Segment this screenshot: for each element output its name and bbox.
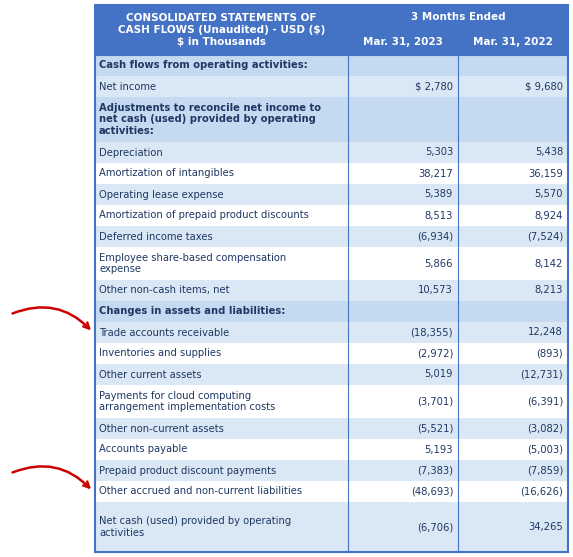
Text: (7,383): (7,383) xyxy=(417,466,453,476)
Text: (12,731): (12,731) xyxy=(520,369,563,379)
Text: 5,193: 5,193 xyxy=(425,444,453,455)
Bar xyxy=(95,385,568,418)
Text: (893): (893) xyxy=(536,349,563,359)
Text: (16,626): (16,626) xyxy=(520,486,563,496)
Text: Prepaid product discount payments: Prepaid product discount payments xyxy=(99,466,276,476)
Bar xyxy=(95,343,568,364)
Text: 3 Months Ended: 3 Months Ended xyxy=(411,12,505,22)
Text: (3,701): (3,701) xyxy=(417,397,453,407)
Text: Changes in assets and liabilities:: Changes in assets and liabilities: xyxy=(99,306,285,316)
Bar xyxy=(95,502,568,552)
Text: Amortization of prepaid product discounts: Amortization of prepaid product discount… xyxy=(99,211,309,221)
Bar xyxy=(95,205,568,226)
Text: 12,248: 12,248 xyxy=(528,328,563,338)
Text: Other non-cash items, net: Other non-cash items, net xyxy=(99,286,230,296)
Text: Cash flows from operating activities:: Cash flows from operating activities: xyxy=(99,61,308,71)
Text: Other non-current assets: Other non-current assets xyxy=(99,423,224,433)
Text: $ 9,680: $ 9,680 xyxy=(525,81,563,91)
Text: Mar. 31, 2023: Mar. 31, 2023 xyxy=(363,37,443,47)
Text: (5,003): (5,003) xyxy=(527,444,563,455)
Text: Depreciation: Depreciation xyxy=(99,148,163,158)
Text: 5,866: 5,866 xyxy=(425,258,453,268)
Text: (5,521): (5,521) xyxy=(417,423,453,433)
Text: 38,217: 38,217 xyxy=(418,169,453,178)
Text: Payments for cloud computing
arrangement implementation costs: Payments for cloud computing arrangement… xyxy=(99,390,276,412)
Bar xyxy=(348,5,568,29)
Bar xyxy=(95,301,568,322)
Text: Operating lease expense: Operating lease expense xyxy=(99,189,223,199)
Text: Amortization of intangibles: Amortization of intangibles xyxy=(99,169,234,178)
Text: Employee share-based compensation
expense: Employee share-based compensation expens… xyxy=(99,253,286,274)
Bar xyxy=(95,280,568,301)
Text: $ 2,780: $ 2,780 xyxy=(415,81,453,91)
Text: 5,570: 5,570 xyxy=(535,189,563,199)
Text: (6,706): (6,706) xyxy=(417,522,453,532)
Text: 5,438: 5,438 xyxy=(535,148,563,158)
Text: 8,142: 8,142 xyxy=(535,258,563,268)
Text: 8,513: 8,513 xyxy=(425,211,453,221)
Bar xyxy=(95,247,568,280)
Text: Accounts payable: Accounts payable xyxy=(99,444,187,455)
Bar xyxy=(95,481,568,502)
Text: (3,082): (3,082) xyxy=(527,423,563,433)
Text: Mar. 31, 2022: Mar. 31, 2022 xyxy=(473,37,553,47)
Text: 8,924: 8,924 xyxy=(535,211,563,221)
Bar xyxy=(95,439,568,460)
Bar xyxy=(458,29,568,55)
Bar xyxy=(95,163,568,184)
Bar xyxy=(95,5,568,552)
Bar xyxy=(95,142,568,163)
Text: CONSOLIDATED STATEMENTS OF
CASH FLOWS (Unaudited) - USD ($)
$ in Thousands: CONSOLIDATED STATEMENTS OF CASH FLOWS (U… xyxy=(118,13,325,47)
Bar xyxy=(95,226,568,247)
Text: (6,934): (6,934) xyxy=(417,232,453,242)
Bar xyxy=(95,184,568,205)
Bar xyxy=(348,29,458,55)
Text: Trade accounts receivable: Trade accounts receivable xyxy=(99,328,229,338)
Text: 5,389: 5,389 xyxy=(425,189,453,199)
Text: Inventories and supplies: Inventories and supplies xyxy=(99,349,221,359)
Bar xyxy=(95,76,568,97)
Text: Adjustments to reconcile net income to
net cash (used) provided by operating
act: Adjustments to reconcile net income to n… xyxy=(99,103,321,136)
Text: (48,693): (48,693) xyxy=(411,486,453,496)
Text: Deferred income taxes: Deferred income taxes xyxy=(99,232,213,242)
Text: Other accrued and non-current liabilities: Other accrued and non-current liabilitie… xyxy=(99,486,302,496)
Text: 36,159: 36,159 xyxy=(528,169,563,178)
Text: Other current assets: Other current assets xyxy=(99,369,202,379)
Bar xyxy=(95,460,568,481)
Text: 5,019: 5,019 xyxy=(425,369,453,379)
Text: (2,972): (2,972) xyxy=(417,349,453,359)
Bar xyxy=(95,55,568,76)
Text: Net cash (used) provided by operating
activities: Net cash (used) provided by operating ac… xyxy=(99,516,291,538)
Text: 5,303: 5,303 xyxy=(425,148,453,158)
Text: 8,213: 8,213 xyxy=(535,286,563,296)
Bar xyxy=(95,97,568,142)
Bar xyxy=(95,364,568,385)
Bar xyxy=(95,418,568,439)
Text: (7,859): (7,859) xyxy=(527,466,563,476)
Bar xyxy=(95,5,348,55)
Text: (18,355): (18,355) xyxy=(410,328,453,338)
Text: 34,265: 34,265 xyxy=(528,522,563,532)
Text: (7,524): (7,524) xyxy=(527,232,563,242)
Bar xyxy=(95,322,568,343)
Text: (6,391): (6,391) xyxy=(527,397,563,407)
Text: Net income: Net income xyxy=(99,81,156,91)
Text: 10,573: 10,573 xyxy=(418,286,453,296)
